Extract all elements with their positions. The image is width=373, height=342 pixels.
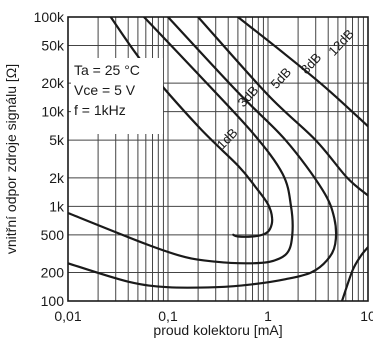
curve-8db — [197, 17, 368, 197]
y-tick-label: 50k — [41, 37, 65, 53]
curve-1db — [109, 17, 274, 238]
curve-3db — [68, 17, 294, 265]
y-tick-label: 2k — [49, 170, 65, 186]
noise-contour-curves — [68, 17, 368, 301]
y-tick-label: 1k — [49, 198, 65, 214]
conditions-background — [71, 58, 163, 134]
condition-freq: f = 1kHz — [74, 102, 126, 118]
y-axis-title: vnitřní odpor zdroje signálu [Ω] — [3, 64, 19, 254]
x-tick-label: 10 — [360, 308, 373, 324]
curve-label-8db: 8dB — [298, 50, 325, 77]
curve-12db — [236, 17, 368, 128]
y-tick-label: 100k — [34, 9, 65, 25]
y-tick-label: 5k — [49, 132, 65, 148]
plot-frame — [67, 16, 369, 302]
x-tick-label: 1 — [264, 308, 272, 324]
y-tick-label: 500 — [41, 227, 65, 243]
x-tick-label: 0,1 — [158, 308, 178, 324]
y-tick-label: 100 — [41, 293, 65, 309]
y-tick-labels: 100 200 500 1k 2k 5k 10k 20k 50k 100k — [34, 9, 65, 309]
conditions-box: Ta = 25 °C Vce = 5 V f = 1kHz — [71, 58, 163, 134]
curve-5db — [68, 17, 338, 289]
y-tick-label: 20k — [41, 75, 65, 91]
y-tick-label: 200 — [41, 265, 65, 281]
condition-vce: Vce = 5 V — [74, 82, 136, 98]
curve-label-3db: 3dB — [235, 83, 262, 110]
y-tick-label: 10k — [41, 104, 65, 120]
curve-unlabeled — [340, 246, 368, 301]
curve-label-5db: 5dB — [267, 65, 294, 92]
x-tick-labels: 0,01 0,1 1 10 — [54, 308, 373, 324]
x-tick-label: 0,01 — [54, 308, 81, 324]
x-axis-title: proud kolektoru [mA] — [153, 322, 282, 338]
condition-ta: Ta = 25 °C — [74, 62, 140, 78]
curve-label-1db: 1dB — [214, 125, 241, 152]
